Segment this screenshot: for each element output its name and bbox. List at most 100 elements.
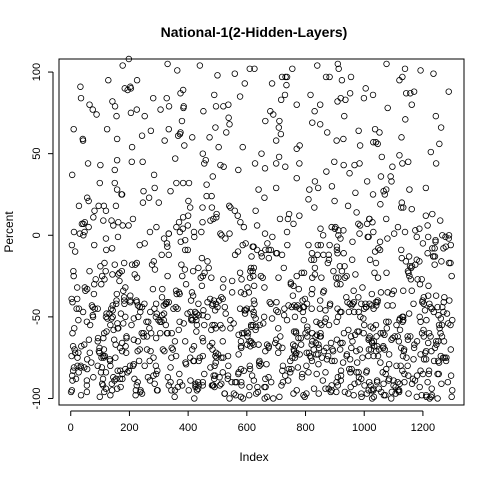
data-point	[347, 369, 354, 376]
data-point	[312, 339, 319, 347]
data-point	[169, 346, 177, 353]
data-point	[221, 390, 228, 397]
data-point	[174, 383, 182, 391]
data-point	[289, 65, 296, 72]
data-point	[172, 303, 180, 311]
data-point	[246, 65, 253, 72]
data-point	[79, 135, 86, 143]
data-point	[277, 130, 285, 138]
data-point	[190, 357, 198, 365]
data-point	[219, 369, 226, 376]
data-point	[83, 356, 91, 363]
data-point	[410, 356, 417, 363]
data-point	[422, 347, 430, 355]
data-point	[178, 261, 185, 268]
data-point	[406, 272, 413, 280]
data-point	[101, 259, 108, 267]
data-point	[102, 207, 110, 214]
data-point	[369, 219, 376, 226]
data-point	[235, 166, 242, 174]
data-point	[267, 378, 275, 386]
data-point	[75, 369, 82, 376]
y-tick-label: -50	[31, 309, 43, 325]
data-point	[441, 354, 448, 361]
data-point	[337, 372, 345, 379]
data-point	[397, 204, 405, 211]
data-point	[207, 364, 214, 371]
data-point	[335, 232, 342, 239]
data-point	[224, 375, 231, 383]
data-point	[110, 326, 117, 334]
data-point	[396, 326, 404, 334]
data-point	[325, 251, 332, 259]
data-point	[322, 369, 329, 376]
data-point	[115, 271, 122, 278]
data-point	[228, 289, 236, 296]
data-point	[129, 362, 137, 370]
data-point	[296, 351, 303, 358]
data-point	[148, 261, 156, 268]
data-point	[176, 370, 183, 378]
data-point	[206, 134, 213, 141]
data-point	[404, 336, 412, 343]
data-point	[379, 369, 386, 376]
data-point	[257, 360, 265, 368]
data-point	[150, 354, 157, 361]
data-point	[331, 197, 338, 205]
data-point	[240, 223, 248, 231]
data-point	[247, 267, 254, 275]
data-point	[88, 359, 95, 366]
data-point	[140, 333, 147, 340]
data-point	[236, 93, 244, 100]
data-point	[350, 287, 357, 294]
data-point	[420, 356, 428, 363]
data-point	[262, 246, 269, 254]
data-point	[267, 300, 275, 308]
data-point	[120, 294, 128, 301]
data-point	[408, 263, 416, 270]
data-point	[355, 374, 363, 381]
data-point	[91, 241, 98, 249]
data-point	[167, 378, 174, 386]
data-point	[334, 382, 342, 389]
data-point	[345, 308, 353, 316]
data-point	[227, 316, 234, 324]
data-point	[306, 186, 313, 193]
data-point	[422, 212, 430, 219]
data-point	[154, 387, 161, 394]
data-point	[152, 300, 160, 308]
data-point	[383, 60, 390, 68]
data-point	[119, 375, 126, 383]
data-point	[324, 259, 332, 267]
data-point	[428, 385, 435, 392]
data-point	[430, 308, 437, 316]
data-point	[219, 295, 226, 303]
data-point	[235, 370, 242, 378]
data-point	[308, 305, 315, 312]
data-point	[334, 374, 342, 381]
data-point	[424, 378, 431, 386]
data-point	[77, 362, 84, 370]
data-point	[189, 292, 197, 299]
data-point	[261, 194, 268, 201]
data-point	[94, 362, 101, 370]
x-tick-label: 0	[68, 422, 74, 434]
data-point	[139, 199, 147, 206]
data-point	[363, 367, 371, 374]
data-point	[258, 253, 265, 260]
data-point	[373, 378, 381, 386]
data-point	[303, 362, 310, 370]
data-point	[337, 94, 344, 102]
data-point	[376, 238, 384, 245]
data-point	[328, 223, 335, 231]
data-point	[440, 308, 447, 316]
data-point	[431, 245, 438, 252]
data-point	[125, 222, 132, 229]
data-point	[365, 336, 372, 343]
data-point	[109, 307, 116, 314]
data-point	[111, 166, 118, 174]
data-point	[214, 72, 221, 79]
data-point	[250, 282, 258, 290]
data-point	[424, 339, 432, 347]
data-point	[161, 137, 168, 144]
